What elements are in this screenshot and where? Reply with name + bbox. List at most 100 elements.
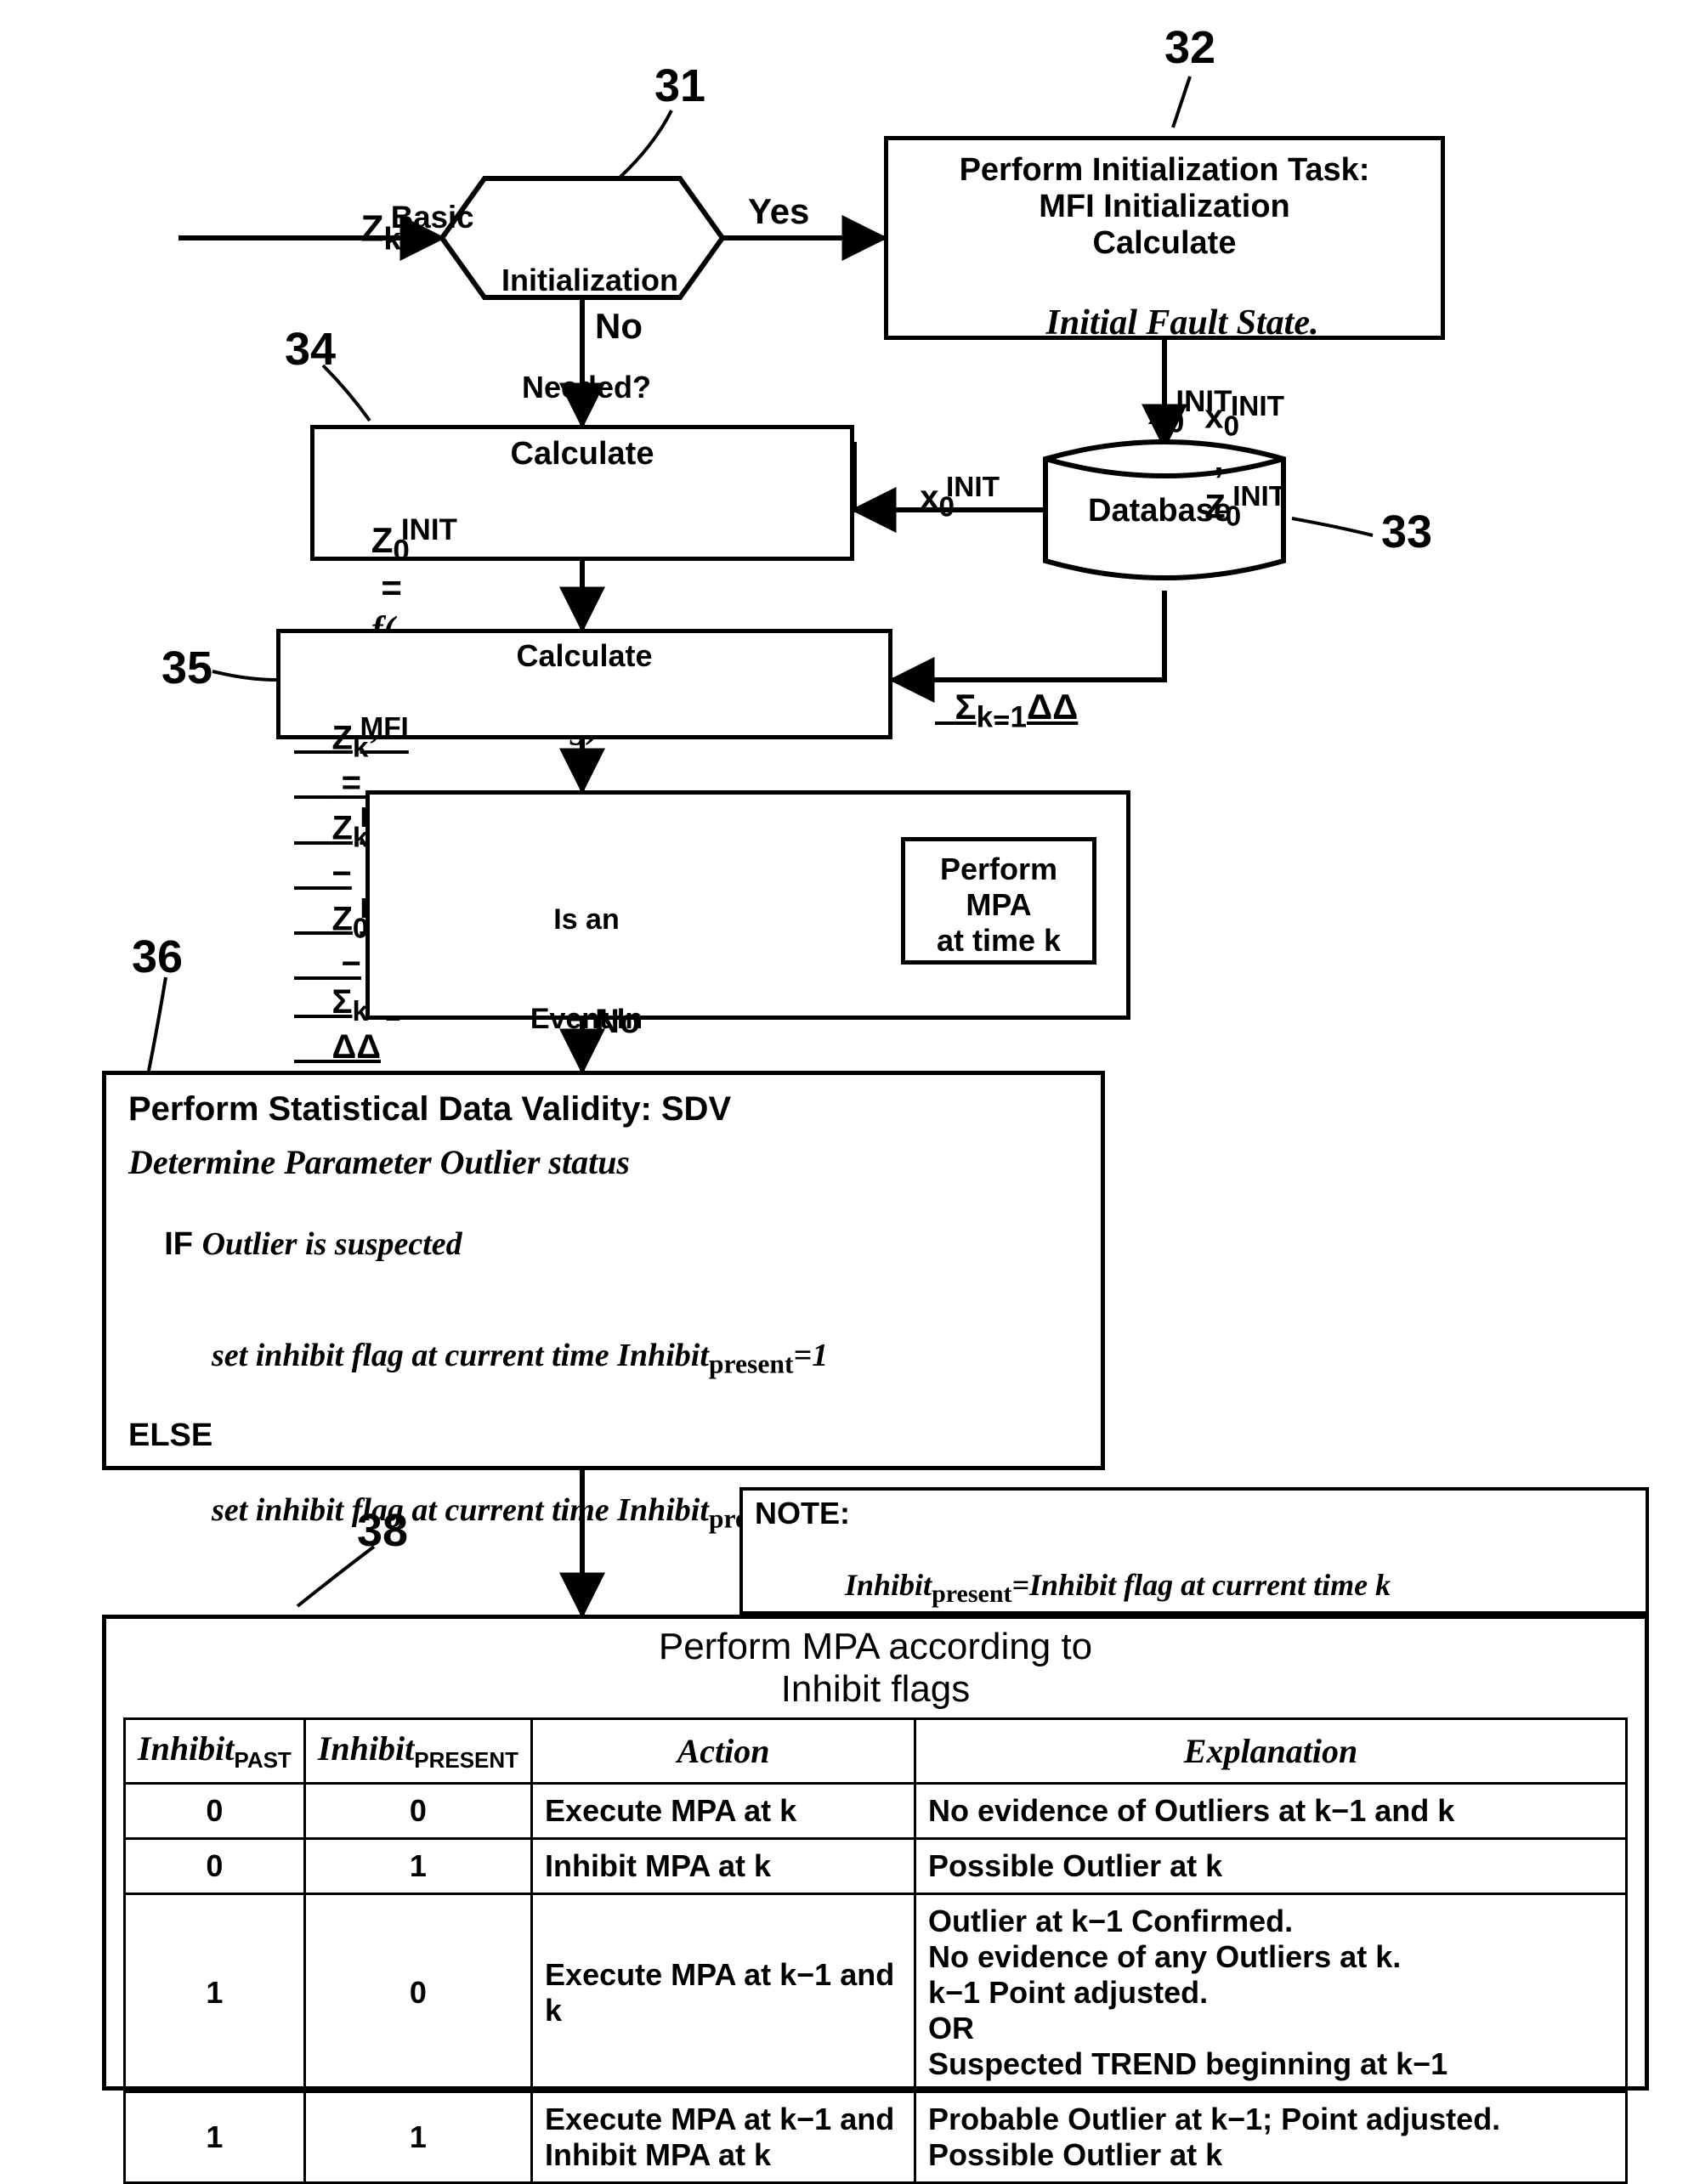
box35-l1: Calculate [294, 638, 875, 674]
ex-x: x [920, 478, 938, 516]
cell-past: 0 [125, 1784, 305, 1839]
cell-present: 0 [304, 1894, 531, 2092]
z: Z [360, 208, 383, 250]
db-in-x: x [1204, 398, 1223, 435]
b36-l2: Determine Parameter Outlier status [128, 1142, 1079, 1182]
z-sup: Basic [391, 200, 474, 235]
cell-present: 0 [304, 1784, 531, 1839]
note-l1sub: present [932, 1580, 1011, 1608]
b34zsup: INIT [401, 513, 457, 546]
b35z3: Z [331, 900, 352, 937]
th-past-sub: PAST [234, 1747, 291, 1773]
db-in-xsup: INIT [1231, 391, 1284, 422]
box32-l2: MFI Initialization [904, 189, 1425, 225]
table-row: 10Execute MPA at k−1 and kOutlier at k−1… [125, 1894, 1627, 2092]
box31-l1: Initialization [501, 263, 671, 298]
edge-no2: No [595, 1003, 640, 1041]
b36-l3a: IF [164, 1226, 201, 1262]
cell-past: 1 [125, 2092, 305, 2183]
note-title: NOTE: [755, 1496, 1634, 1531]
cell-action: Execute MPA at k [532, 1784, 915, 1839]
cell-expl: Outlier at k−1 Confirmed. No evidence of… [915, 1894, 1627, 2092]
input-z-label: ZkBasic [340, 157, 484, 257]
th-present-sub: PRESENT [414, 1747, 518, 1773]
callout-34: 34 [285, 323, 336, 376]
b34eq: = [371, 568, 402, 608]
mpak-l3: at time k [914, 923, 1084, 959]
cell-past: 0 [125, 1839, 305, 1894]
cell-present: 1 [304, 1839, 531, 1894]
note-box: NOTE: Inhibitpresent=Inhibit flag at cur… [739, 1487, 1649, 1615]
mpa-table-body: 00Execute MPA at kNo evidence of Outlier… [125, 1784, 1627, 2183]
cell-expl: No evidence of Outliers at k−1 and k [915, 1784, 1627, 1839]
b35DD: ΔΔ [331, 1028, 381, 1066]
box34-l1: Calculate [331, 436, 833, 472]
note-l1b: =Inhibit flag at current time k [1012, 1568, 1391, 1602]
database-label: Database [1088, 493, 1232, 529]
ex-xsup: INIT [946, 472, 1000, 503]
b36-l3b: Outlier is suspected [202, 1226, 462, 1262]
mpak-l1: Perform [914, 852, 1084, 887]
table-row: 00Execute MPA at kNo evidence of Outlier… [125, 1784, 1627, 1839]
b36-l4a: set inhibit flag at current time Inhibit [212, 1338, 709, 1373]
table-row: 11Execute MPA at k−1 and Inhibit MPA at … [125, 2092, 1627, 2183]
edge-x0init: x0INIT [901, 433, 1008, 523]
b36-l4b: =1 [794, 1338, 829, 1373]
cell-action: Execute MPA at k−1 and Inhibit MPA at k [532, 2092, 915, 2183]
b35m1: − [331, 855, 351, 892]
box32: Perform Initialization Task: MFI Initial… [884, 136, 1445, 340]
cell-action: Execute MPA at k−1 and k [532, 1894, 915, 2092]
table-header-row: InhibitPAST InhibitPRESENT Action Explan… [125, 1719, 1627, 1784]
b34z: Z [371, 520, 394, 560]
cell-past: 1 [125, 1894, 305, 2092]
cell-action: Inhibit MPA at k [532, 1839, 915, 1894]
edge-no1: No [595, 306, 643, 347]
box38: Perform MPA according to Inhibit flags I… [102, 1615, 1649, 2091]
mpak-l2: MPA [914, 887, 1084, 923]
b35z1: Z [331, 719, 352, 756]
th-past: InhibitPAST [125, 1719, 305, 1784]
box35: Calculate ZkMFI = ZkBasic − Z0INIT − Σk−… [276, 629, 892, 739]
mpa-table: InhibitPAST InhibitPRESENT Action Explan… [123, 1717, 1628, 2184]
box34: Calculate Z0INIT = f( x0INIT , Power set… [310, 425, 854, 561]
b36-l4sub: present [709, 1349, 794, 1379]
b36-title: Perform Statistical Data Validity: SDV [128, 1090, 1079, 1129]
th-action: Action [532, 1719, 915, 1784]
note-l1a: Inhibit [845, 1568, 932, 1602]
b37l1: Is an [523, 903, 650, 936]
b38-title1: Perform MPA according to [123, 1626, 1628, 1668]
es-Ssub: k−1 [977, 700, 1027, 733]
table-row: 01Inhibit MPA at kPossible Outlier at k [125, 1839, 1627, 1894]
box31-l2: Needed? [501, 370, 671, 405]
b36-l6a: set inhibit flag at current time Inhibit [212, 1492, 709, 1528]
box32-l4: Initial Fault State. [1046, 303, 1319, 342]
box32-l1: Perform Initialization Task: [904, 152, 1425, 189]
es-DD: ΔΔ [1027, 687, 1078, 727]
b36-l3: IF Outlier is suspected [128, 1189, 1079, 1299]
box32-x-sym: x [1148, 392, 1168, 432]
b35m2: − [331, 945, 360, 982]
box32-l3: Calculate [904, 225, 1425, 262]
callout-35: 35 [161, 642, 212, 694]
flowchart-canvas: 31 32 33 34 35 36 37 38 ZkBasic Initiali… [0, 0, 1694, 2107]
cell-present: 1 [304, 2092, 531, 2183]
th-present: InhibitPRESENT [304, 1719, 531, 1784]
mpa-k-box: Perform MPA at time k [901, 837, 1096, 965]
th-present-a: Inhibit [318, 1729, 414, 1768]
edge-yes: Yes [748, 191, 809, 232]
cell-expl: Possible Outlier at k [915, 1839, 1627, 1894]
b35S: Σ [331, 983, 352, 1021]
th-past-a: Inhibit [138, 1729, 234, 1768]
cell-expl: Probable Outlier at k−1; Point adjusted.… [915, 2092, 1627, 2183]
edge-sigma: Σk−1ΔΔ [935, 646, 1078, 734]
db-in-zsup: INIT [1232, 481, 1286, 512]
b36-l5: ELSE [128, 1417, 1079, 1454]
es-S: Σ [955, 687, 976, 727]
b35z2: Z [331, 810, 352, 847]
callout-32: 32 [1164, 21, 1215, 74]
b35z1sup: MFI [360, 712, 408, 744]
b36-l4: set inhibit flag at current time Inhibit… [128, 1299, 1079, 1417]
callout-31: 31 [654, 59, 705, 112]
callout-36: 36 [132, 931, 183, 983]
th-expl: Explanation [915, 1719, 1627, 1784]
